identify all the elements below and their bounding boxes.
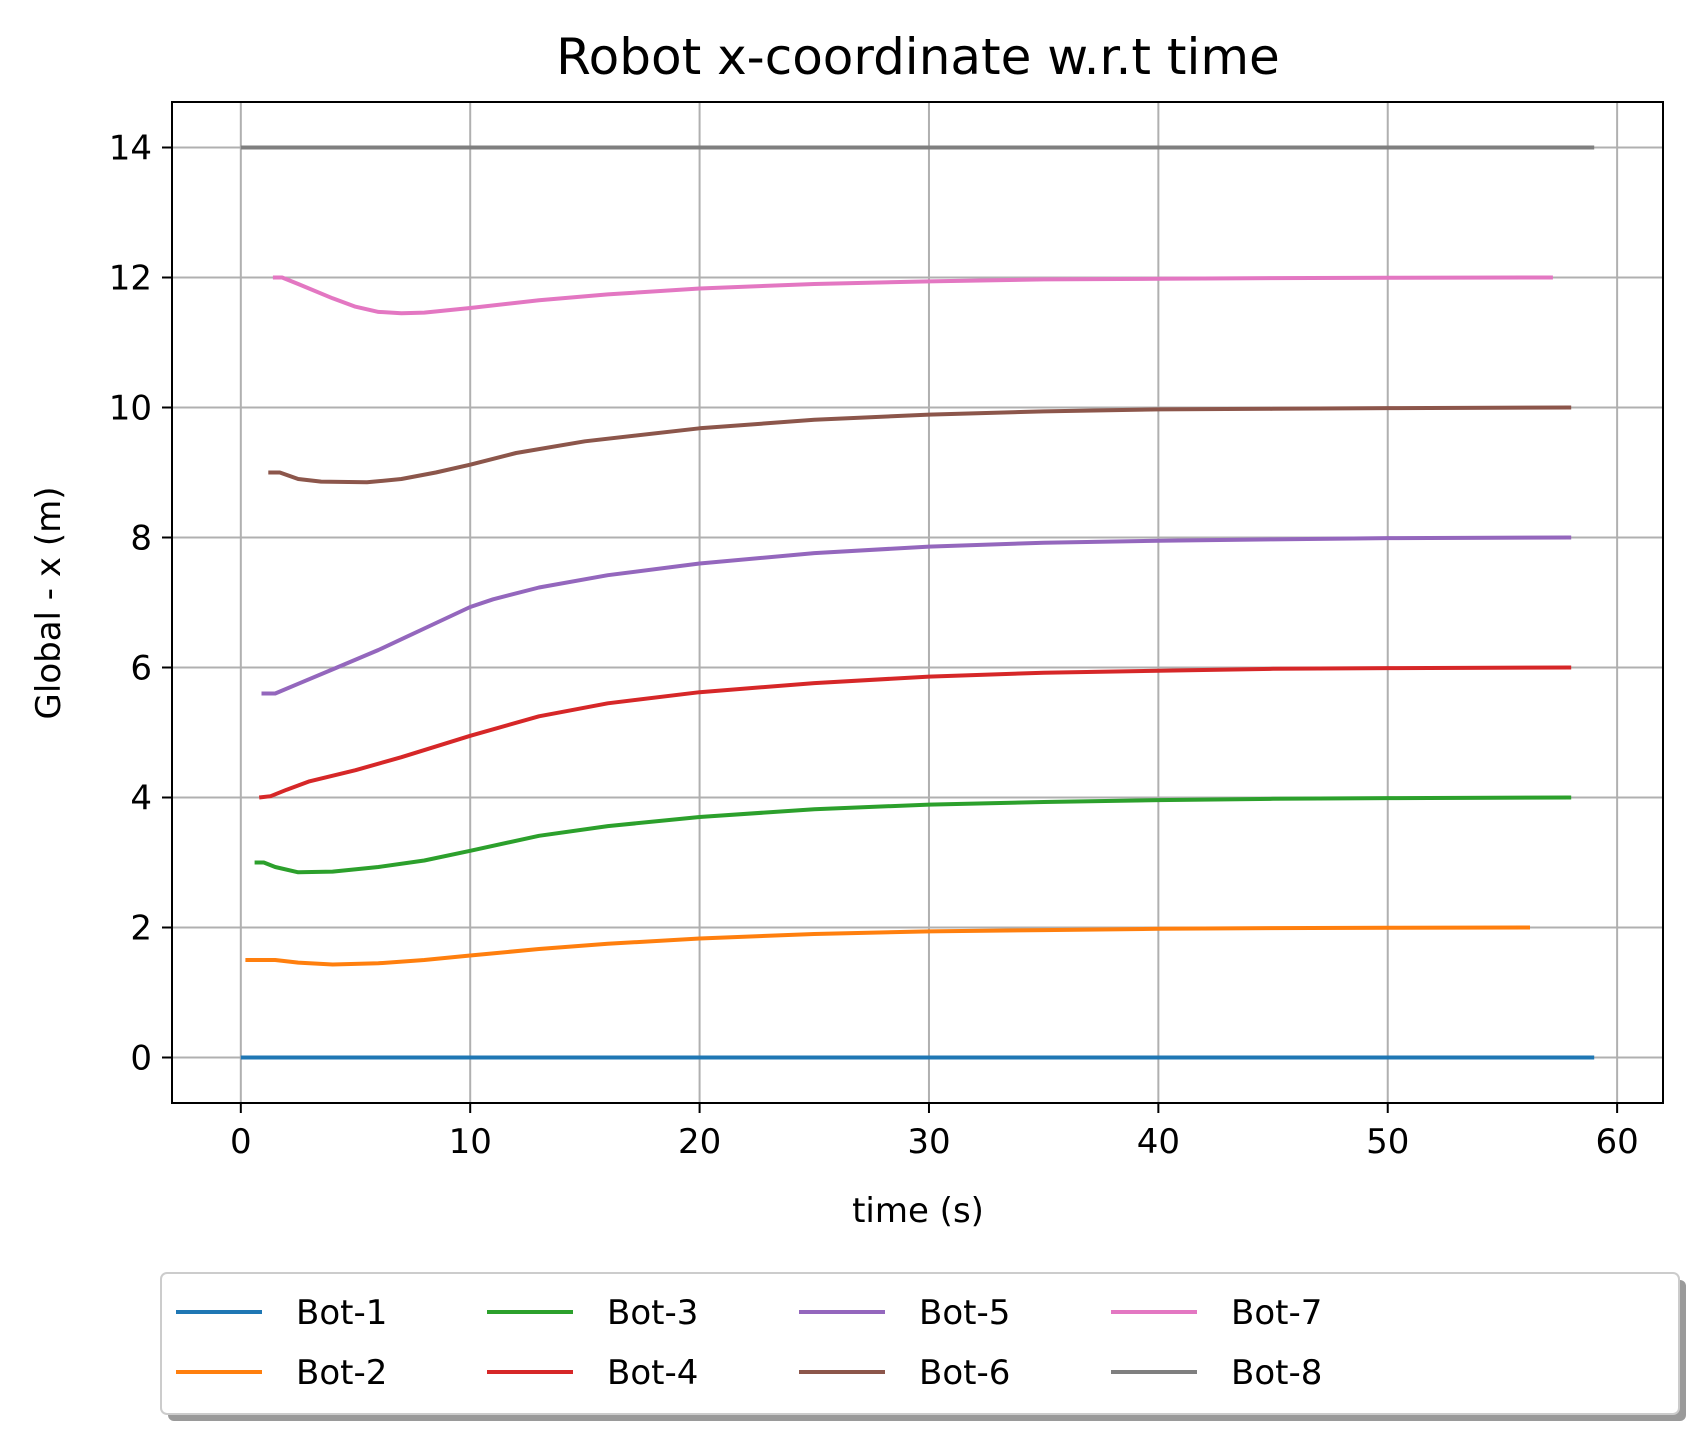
legend-label-bot-2: Bot-2 <box>296 1353 387 1393</box>
x-tick-label: 20 <box>678 1122 721 1162</box>
x-tick-label: 50 <box>1366 1122 1409 1162</box>
y-tick-label: 6 <box>130 649 152 689</box>
chart-title: Robot x-coordinate w.r.t time <box>556 28 1280 86</box>
grid <box>172 102 1663 1103</box>
series-line-bot-4 <box>258 665 1572 800</box>
legend-items: Bot-1 Bot-2 Bot-3 Bot-4 Bot-5 Bot-6 Bot-7 Bot-8 <box>176 1293 1322 1393</box>
series-line-bot-5 <box>261 535 1572 696</box>
x-tick-label: 30 <box>907 1122 950 1162</box>
legend-label-bot-5: Bot-5 <box>919 1293 1010 1333</box>
series-line-bot-2 <box>245 925 1531 967</box>
legend-label-bot-4: Bot-4 <box>607 1353 698 1393</box>
legend-label-bot-7: Bot-7 <box>1231 1293 1322 1333</box>
x-tick-label: 0 <box>230 1122 252 1162</box>
y-tick-label: 0 <box>130 1039 152 1079</box>
y-tick-label: 2 <box>130 909 152 949</box>
y-tick-label: 14 <box>109 129 152 169</box>
plot-area-frame <box>171 101 1664 1104</box>
x-tick-label: 60 <box>1595 1122 1638 1162</box>
y-tick-label: 4 <box>130 779 152 819</box>
x-tick-label: 40 <box>1137 1122 1180 1162</box>
y-tick-label: 10 <box>109 389 152 429</box>
y-tick-label: 8 <box>130 519 152 559</box>
legend-label-bot-1: Bot-1 <box>296 1293 387 1333</box>
series-line-bot-6 <box>268 405 1572 485</box>
legend-label-bot-6: Bot-6 <box>919 1353 1010 1393</box>
legend-box <box>160 1272 1680 1415</box>
legend-label-bot-3: Bot-3 <box>607 1293 698 1333</box>
axis-ticks: 0 10 20 30 40 50 60 0 2 4 6 8 10 12 14 <box>109 129 1639 1163</box>
x-tick-label: 10 <box>449 1122 492 1162</box>
y-tick-label: 12 <box>109 259 152 299</box>
legend: Bot-1 Bot-2 Bot-3 Bot-4 Bot-5 Bot-6 Bot-7 Bot-8 <box>160 1272 1686 1421</box>
y-axis-label: Global - x (m) <box>29 487 69 720</box>
series-line-bot-3 <box>254 795 1572 875</box>
series-lines <box>240 145 1595 1060</box>
x-axis-label: time (s) <box>852 1191 984 1231</box>
series-line-bot-7 <box>272 275 1553 316</box>
legend-label-bot-8: Bot-8 <box>1231 1353 1322 1393</box>
